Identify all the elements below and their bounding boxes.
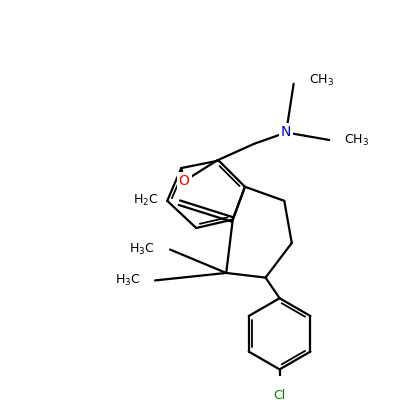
Text: $\mathregular{H_2C}$: $\mathregular{H_2C}$ — [133, 193, 159, 208]
Text: Cl: Cl — [274, 389, 286, 400]
Text: $\mathregular{H_3C}$: $\mathregular{H_3C}$ — [130, 242, 155, 257]
Text: $\mathregular{CH_3}$: $\mathregular{CH_3}$ — [309, 72, 334, 88]
Text: N: N — [281, 126, 291, 140]
Text: O: O — [179, 174, 190, 188]
Text: $\mathregular{H_3C}$: $\mathregular{H_3C}$ — [114, 273, 140, 288]
Text: $\mathregular{CH_3}$: $\mathregular{CH_3}$ — [344, 132, 369, 148]
